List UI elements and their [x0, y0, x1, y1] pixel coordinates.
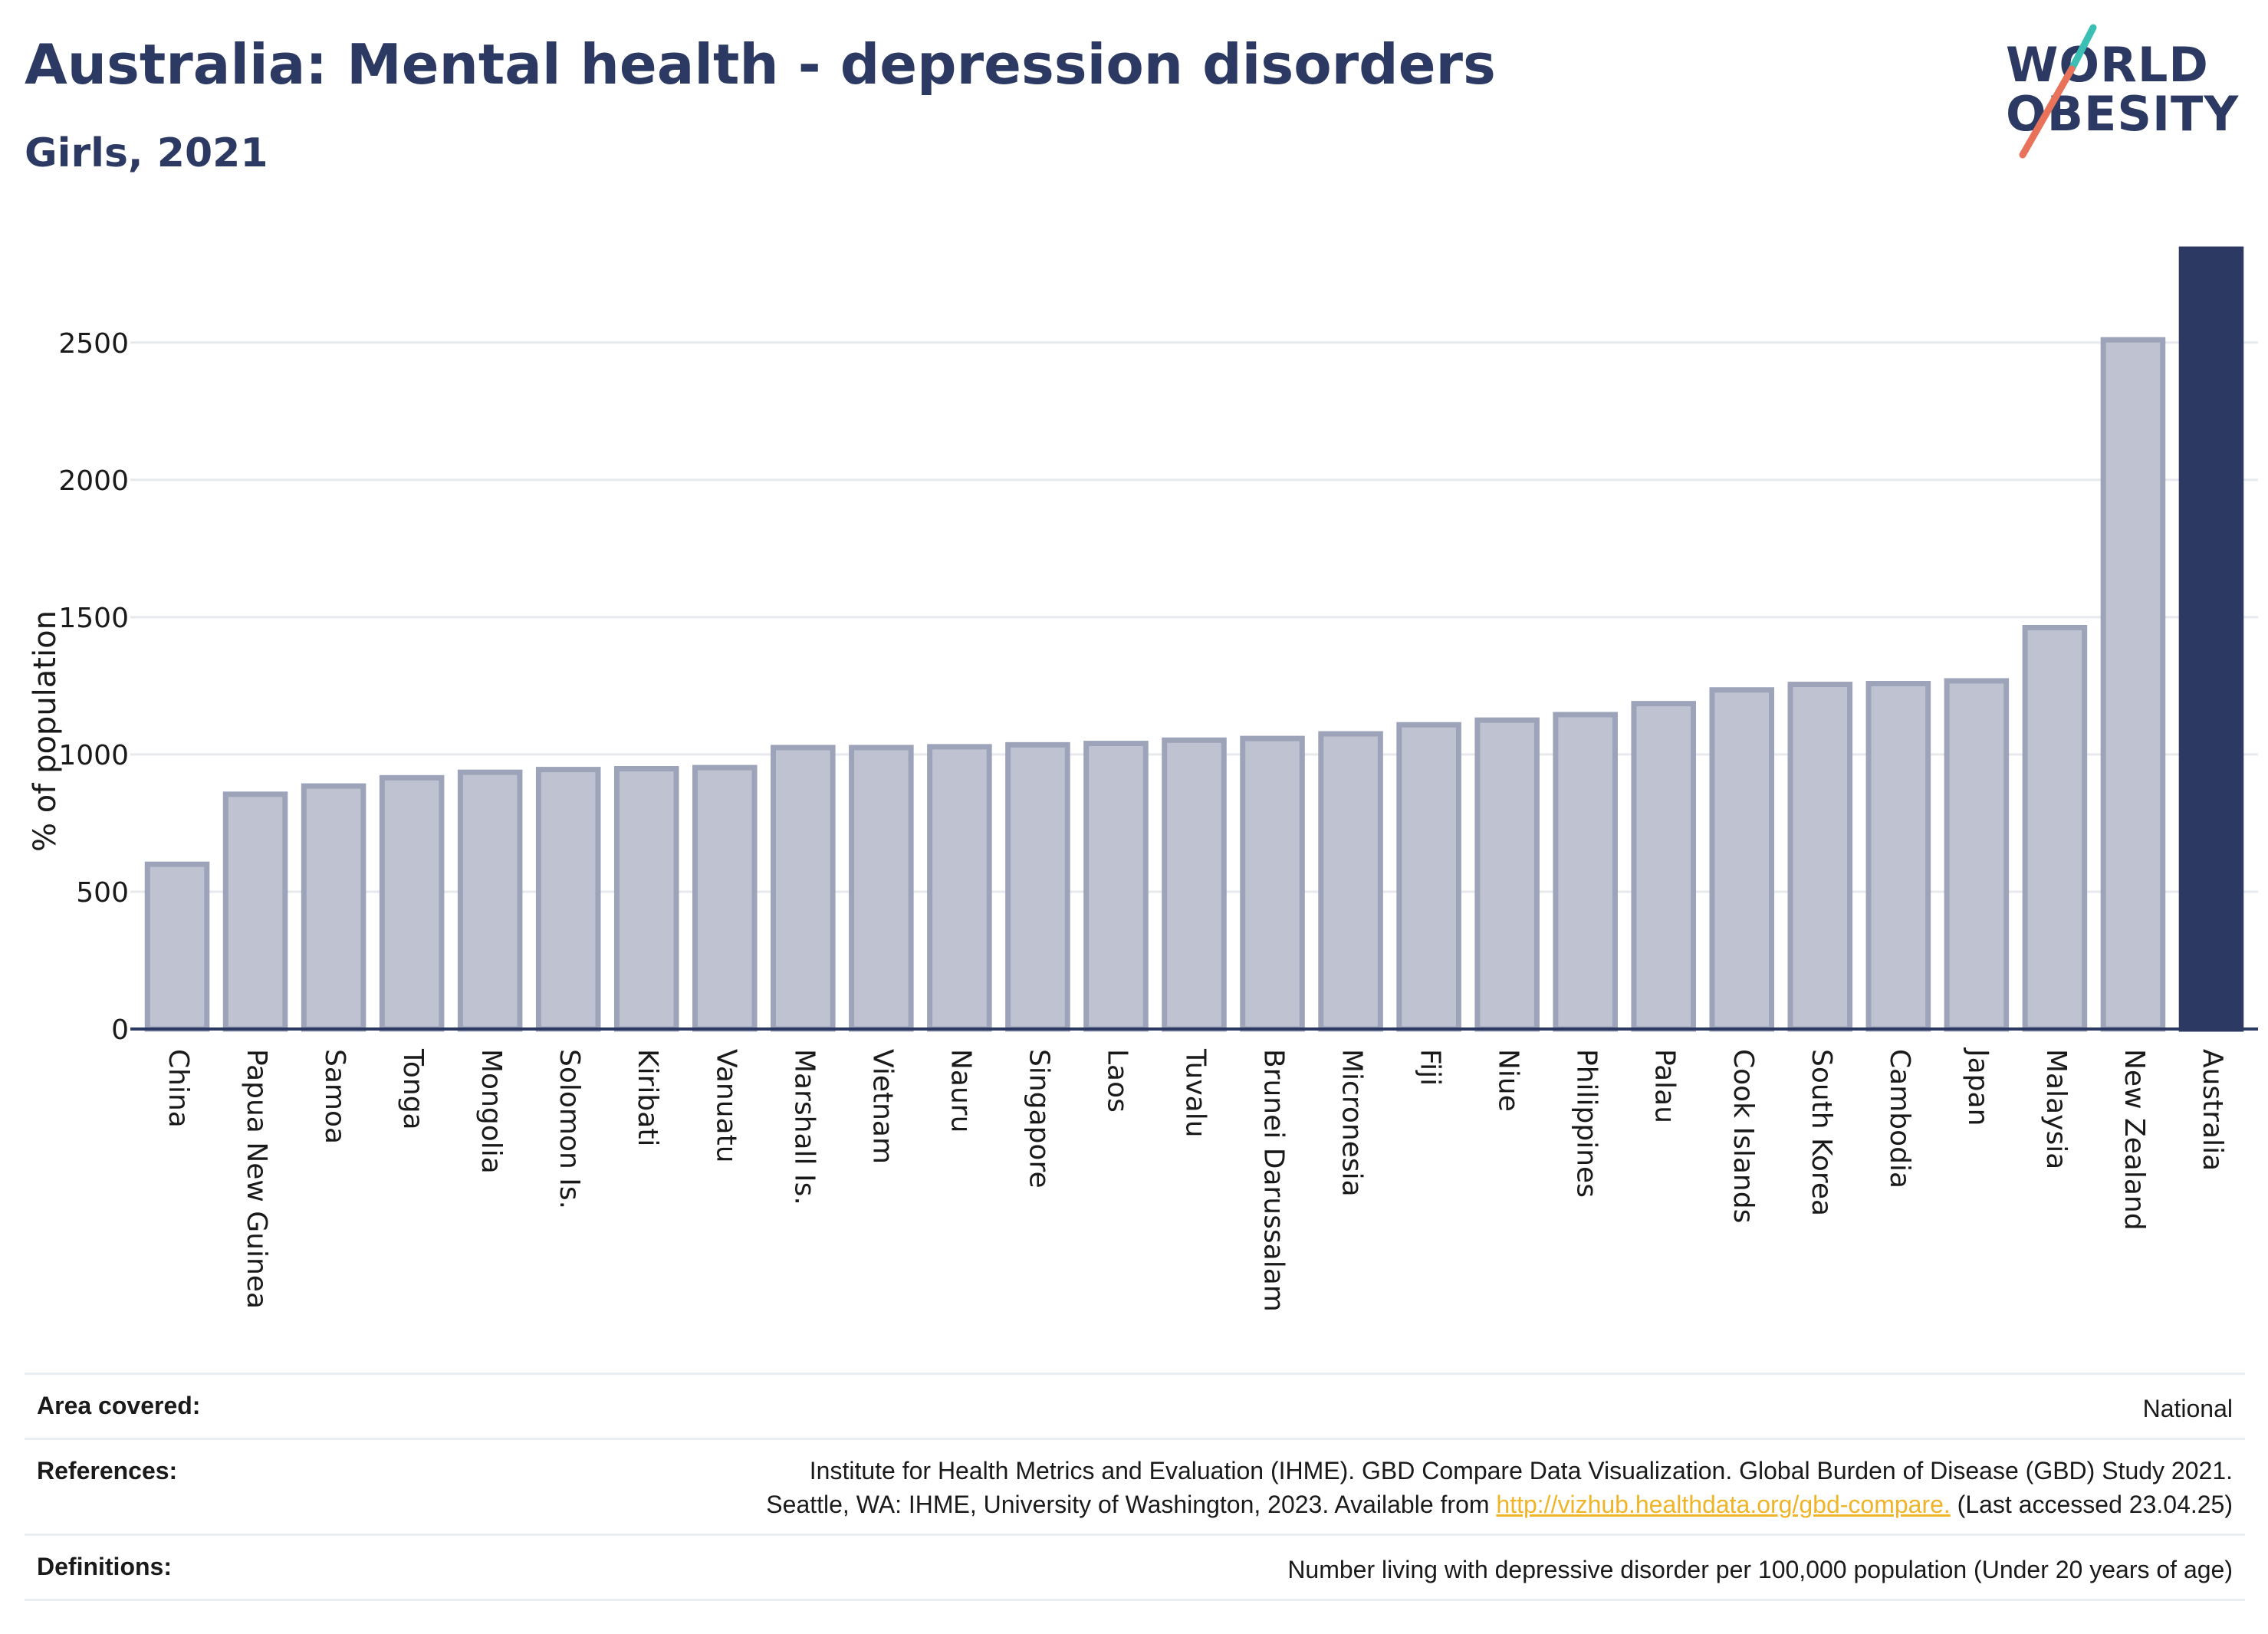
world-obesity-logo: WORLD OBESITY: [2001, 23, 2254, 161]
x-tick-label: Mongolia: [475, 1049, 507, 1174]
definitions-label: Definitions:: [37, 1553, 172, 1580]
bar-vanuatu: [692, 764, 758, 1032]
bar-mongolia: [457, 769, 523, 1032]
bar-fiji: [1396, 722, 1461, 1032]
x-tick-label: Japan: [1962, 1047, 1994, 1126]
bar-niue: [1474, 717, 1540, 1032]
bar-palau: [1631, 701, 1696, 1032]
bar-malaysia: [2022, 624, 2088, 1032]
x-tick-label: Marshall Is.: [788, 1049, 820, 1205]
bar-solomon-is: [535, 767, 601, 1032]
footer-row-references: References: Institute for Health Metrics…: [25, 1438, 2245, 1534]
x-tick-label: Brunei Darussalam: [1258, 1049, 1290, 1312]
bar-tonga: [379, 774, 445, 1032]
x-tick-label: Samoa: [319, 1049, 350, 1144]
y-tick-label: 2500: [58, 328, 129, 360]
y-tick-label: 0: [111, 1014, 129, 1046]
bar-cambodia: [1865, 681, 1931, 1032]
page-subtitle: Girls, 2021: [25, 130, 268, 176]
x-tick-label: Palau: [1649, 1049, 1681, 1123]
x-tick-label: Papua New Guinea: [241, 1049, 272, 1309]
x-tick-label: Malaysia: [2040, 1049, 2072, 1169]
x-tick-label: Nauru: [945, 1049, 976, 1133]
page-title: Australia: Mental health - depression di…: [25, 32, 1496, 97]
x-tick-label: Tuvalu: [1180, 1048, 1211, 1138]
x-tick-label: New Zealand: [2118, 1049, 2150, 1231]
y-tick-label: 1000: [58, 740, 129, 771]
references-line1: Institute for Health Metrics and Evaluat…: [809, 1457, 2233, 1484]
x-tick-label: Tonga: [397, 1048, 429, 1130]
bar-cook-islands: [1709, 687, 1775, 1032]
references-value: Institute for Health Metrics and Evaluat…: [766, 1454, 2233, 1521]
chart-bars: [144, 246, 2244, 1032]
bar-japan: [1944, 678, 2010, 1032]
footer-row-area: Area covered: National: [25, 1373, 2245, 1438]
x-tick-label: Micronesia: [1336, 1049, 1368, 1197]
y-tick-label: 500: [76, 877, 129, 909]
x-tick-label: Solomon Is.: [554, 1049, 585, 1209]
logo-line1: WORLD: [2006, 37, 2209, 93]
bar-micronesia: [1318, 731, 1383, 1032]
bar-singapore: [1005, 741, 1070, 1032]
footer-row-definitions: Definitions: Number living with depressi…: [25, 1534, 2245, 1601]
references-line2-post: (Last accessed 23.04.25): [1950, 1491, 2233, 1518]
x-tick-label: Cambodia: [1884, 1049, 1915, 1189]
references-line2-pre: Seattle, WA: IHME, University of Washing…: [766, 1491, 1497, 1518]
bar-laos: [1083, 741, 1149, 1032]
bar-vietnam: [849, 745, 914, 1032]
bar-samoa: [301, 783, 366, 1032]
references-line2: Seattle, WA: IHME, University of Washing…: [766, 1488, 2233, 1521]
bar-chart: 0 500 1000 1500 2000 2500 China Papua New Guine…: [28, 246, 2258, 1312]
bar-nauru: [927, 744, 992, 1032]
bar-brunei-darussalam: [1240, 735, 1305, 1032]
references-link[interactable]: http://vizhub.healthdata.org/gbd-compare…: [1496, 1491, 1951, 1518]
bar-kiribati: [613, 766, 679, 1032]
x-tick-label: China: [163, 1049, 194, 1128]
references-label: References:: [37, 1457, 178, 1484]
x-tick-label: Philippines: [1571, 1049, 1602, 1198]
y-tick-label: 1500: [58, 603, 129, 634]
bar-tuvalu: [1162, 737, 1227, 1032]
definitions-value: Number living with depressive disorder p…: [1287, 1556, 2233, 1583]
x-tick-label: Vietnam: [866, 1049, 898, 1164]
x-tick-label: Kiribati: [632, 1049, 663, 1146]
area-label: Area covered:: [37, 1392, 201, 1419]
bar-marshall-is: [771, 745, 836, 1032]
logo-slash-icon: [2019, 24, 2097, 159]
x-tick-label: Laos: [1101, 1049, 1132, 1113]
x-tick-label: Cook Islands: [1727, 1049, 1759, 1223]
x-tick-label: Australia: [2197, 1049, 2228, 1171]
bar-papua-new-guinea: [222, 791, 288, 1032]
x-tick-label: Fiji: [1415, 1049, 1446, 1086]
y-tick-label: 2000: [58, 465, 129, 497]
x-tick-label: Niue: [1493, 1049, 1524, 1112]
bar-new-zealand: [2100, 337, 2166, 1032]
bar-china: [144, 861, 210, 1032]
chart-footer: Area covered: National References: Insti…: [25, 1373, 2245, 1601]
y-axis-label: % of population: [28, 610, 63, 852]
x-tick-label: South Korea: [1806, 1049, 1837, 1216]
area-value: National: [2142, 1395, 2233, 1422]
bar-australia: [2178, 246, 2244, 1032]
bar-philippines: [1553, 712, 1618, 1032]
bar-south-korea: [1787, 682, 1853, 1032]
x-tick-label: Singapore: [1023, 1049, 1054, 1189]
chart-labels: 0 500 1000 1500 2000 2500 China Papua New Guine…: [28, 328, 2228, 1312]
x-tick-label: Vanuatu: [710, 1049, 741, 1163]
